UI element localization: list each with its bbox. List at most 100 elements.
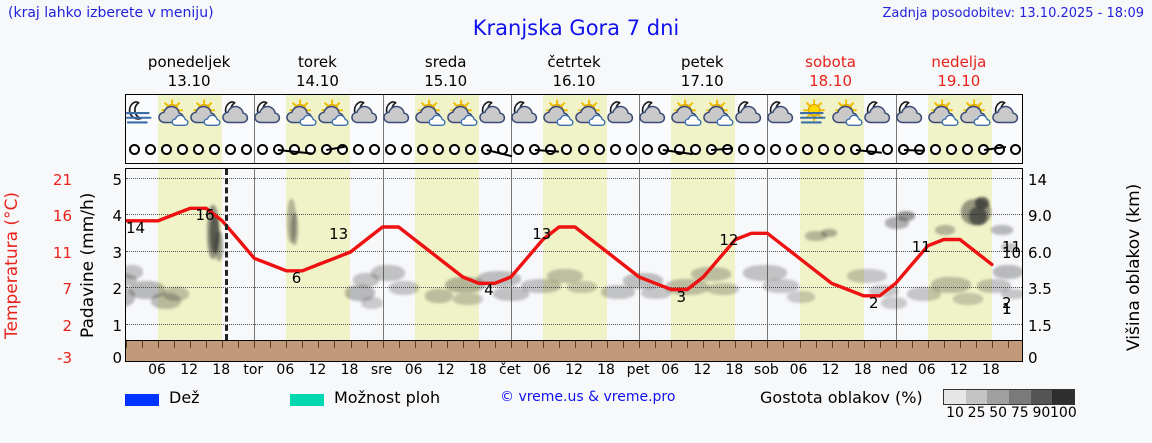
weather-icon-sun-cloud (703, 97, 735, 133)
wind-node (385, 144, 397, 155)
cloud-density-tick-3: 75 (1010, 405, 1029, 421)
ground-tick (542, 341, 544, 348)
day-date: 13.10 (167, 72, 211, 90)
temperature-label: 1 (1002, 300, 1012, 318)
ground-tick (959, 341, 961, 348)
cloud-density-tick-2: 50 (989, 405, 1008, 421)
day-header-1: torek 14.10 (253, 53, 381, 93)
wind-node (721, 144, 733, 155)
ground-tick (671, 341, 673, 348)
precipitation-tick-4: 1 (112, 317, 122, 335)
time-label-0: 06 (148, 362, 166, 378)
ground-tick (735, 341, 737, 348)
hgrid-1 (126, 214, 1022, 215)
cloud-blob (353, 273, 379, 287)
ground-band (125, 340, 1023, 362)
wind-node (529, 144, 541, 155)
ground-tick (270, 341, 272, 348)
cloud-height-tick-4: 1.5 (1028, 317, 1052, 335)
day-separator-3 (510, 169, 512, 340)
wind-node (657, 144, 669, 155)
wind-node (962, 144, 974, 155)
time-label-23: ned (881, 362, 908, 378)
ground-tick (558, 341, 560, 348)
weather-icon-moon-cloud (479, 97, 511, 133)
time-label-18: 18 (725, 362, 744, 378)
wind-node (192, 144, 204, 155)
cloud-blob (287, 199, 296, 243)
cloud-height-tick-0: 14 (1028, 171, 1048, 189)
wind-node (481, 144, 493, 155)
day-separator-5 (767, 95, 769, 163)
ground-tick (302, 341, 304, 348)
day-separator-1 (254, 95, 256, 163)
daylight-band-3 (542, 169, 608, 340)
wind-node (737, 144, 749, 155)
wind-node (417, 144, 429, 155)
time-label-20: 06 (789, 362, 808, 378)
wind-node (497, 144, 509, 155)
cloud-blob (847, 269, 887, 283)
wind-node (898, 144, 910, 155)
temperature-label: 6 (291, 268, 302, 287)
ground-tick (687, 341, 689, 348)
cloud-blob (897, 211, 915, 221)
day-separator-3 (510, 95, 512, 163)
wind-node (449, 144, 461, 155)
day-separator-4 (639, 95, 641, 163)
day-name: ponedeljek (147, 53, 231, 71)
weather-icon-sun-cloud (928, 97, 960, 133)
wind-node (176, 144, 188, 155)
cloud-blob (345, 285, 375, 301)
time-label-9: 12 (436, 362, 455, 378)
temperature-label: 14 (126, 218, 146, 237)
weather-icon-moon-cloud (350, 97, 383, 133)
temperature-tick-4: 2 (62, 317, 72, 335)
cloud-blob (129, 281, 165, 299)
cloud-height-axis-title: Višina oblakov (km) (1124, 183, 1144, 352)
ground-tick (190, 341, 192, 348)
cloud-blob (547, 269, 583, 283)
cloud-blob (623, 273, 663, 289)
ground-tick (318, 341, 320, 348)
ground-tick (494, 341, 496, 348)
time-label-11: čet (498, 362, 521, 378)
cloud-density-bin-4 (1030, 390, 1053, 404)
wind-node (930, 144, 942, 155)
wind-node (336, 144, 348, 155)
wind-node (769, 144, 781, 155)
cloud-blob (215, 231, 223, 261)
daylight-band-5 (799, 169, 864, 340)
ground-tick (575, 341, 576, 348)
day-date: 14.10 (295, 72, 339, 90)
weather-icon-moon-cloud (607, 97, 639, 133)
wind-node (818, 144, 830, 155)
day-separator-6 (895, 169, 897, 340)
ground-tick (526, 341, 528, 348)
day-date: 19.10 (937, 72, 981, 90)
wind-node (304, 144, 316, 155)
cloud-density-bin-5 (1052, 390, 1075, 404)
time-label-6: 18 (340, 362, 359, 378)
ground-tick (943, 341, 945, 348)
cloud-blob (126, 273, 137, 287)
copyright-link[interactable]: © vreme.us & vreme.pro (500, 389, 676, 405)
wind-node (994, 144, 1006, 155)
temperature-label: 13 (329, 225, 349, 243)
ground-tick (414, 341, 416, 348)
wind-node (256, 144, 268, 155)
ground-tick (927, 341, 929, 348)
cloud-blob (991, 225, 1013, 235)
ground-tick (831, 341, 833, 348)
cloud-density-tick-0: 10 (946, 405, 964, 421)
cloud-blob (977, 279, 1011, 293)
day-separator-5 (767, 169, 769, 340)
showers-legend-label: Možnost ploh (334, 388, 441, 407)
day-name: sobota (805, 53, 856, 71)
temperature-tick-3: 7 (62, 280, 72, 298)
day-name: četrtek (547, 53, 601, 71)
wind-node (577, 144, 589, 155)
cloud-blob (371, 265, 405, 281)
ground-tick (126, 341, 127, 348)
rain-legend-swatch (125, 394, 159, 406)
